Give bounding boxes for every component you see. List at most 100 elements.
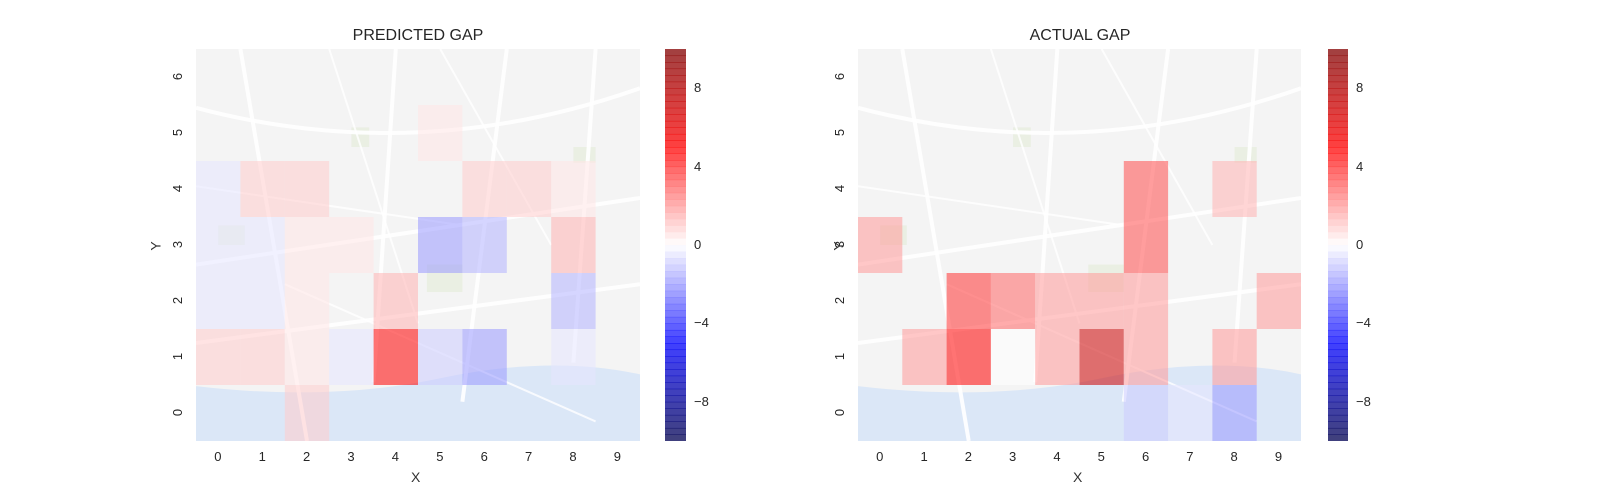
colorbar-segment [1328,218,1348,226]
colorbar-segment [665,218,686,226]
colorbar-segment [1328,225,1348,233]
colorbar-segment [1328,395,1348,403]
colorbar-segment [665,264,686,272]
colorbar-segment [1328,382,1348,390]
colorbar-tick-label: 0 [1356,237,1364,252]
x-tick-label: 5 [1097,449,1105,464]
x-tick-label: 9 [1274,449,1283,464]
colorbar-segment [665,369,686,377]
x-tick-label: 4 [391,449,400,464]
heatmap-cell [1079,273,1124,329]
colorbar-segment [665,81,686,89]
colorbar-segment [1328,160,1348,168]
colorbar-segment [1328,140,1348,148]
colorbar-tick-label: 4 [694,158,702,174]
colorbar-segment [665,258,686,266]
x-tick-label: 0 [876,449,884,464]
colorbar-segment [1328,199,1348,207]
colorbar-segment [665,199,686,207]
colorbar-segment [1328,245,1348,253]
colorbar-segment [665,179,686,187]
colorbar-segment [665,251,686,259]
y-tick-label: 5 [170,128,186,137]
colorbar-segment [1328,186,1348,194]
y-tick-label: 5 [832,128,848,137]
colorbar-segment [1328,179,1348,187]
colorbar-segment [1328,310,1348,318]
colorbar-segment [665,153,686,161]
colorbar-tick-label: 8 [694,80,702,96]
y-tick-label: 1 [170,352,186,361]
y-tick-label: 0 [170,408,186,417]
colorbar-segment [1328,205,1348,213]
heatmap-cell [284,385,330,441]
heatmap-cell [284,217,330,273]
colorbar-segment [665,88,686,96]
heatmap-cell [1035,329,1080,385]
colorbar-segment [1328,323,1348,331]
y-tick-label: 6 [832,72,848,81]
heatmap-cell [418,217,463,273]
colorbar-segment [1328,284,1348,292]
colorbar-segment [1328,329,1348,337]
colorbar-segment [1328,173,1348,181]
colorbar [1328,49,1348,441]
colorbar-segment [1328,356,1348,364]
colorbar-segment [1328,120,1348,128]
y-tick-label: 3 [832,240,848,249]
heatmap-cell [1123,273,1169,329]
heatmap-cell [1035,273,1080,329]
heatmap-cell [1123,329,1169,385]
colorbar-segment [665,349,686,357]
colorbar-segment [665,336,686,344]
colorbar-segment [665,323,686,331]
heatmap-cell [462,217,507,273]
colorbar-segment [1328,349,1348,357]
y-tick-label: 1 [832,352,848,361]
colorbar-segment [1328,75,1348,83]
x-tick-label: 2 [964,449,972,464]
colorbar-segment [665,238,686,246]
colorbar-segment [665,375,686,383]
colorbar-segment [665,205,686,213]
heatmap-cell [506,161,552,217]
heatmap-cell [858,217,903,273]
colorbar-segment [1328,271,1348,279]
colorbar-segment [1328,68,1348,76]
heatmap-cell [551,273,596,329]
colorbar-segment [1328,88,1348,96]
colorbar-segment [665,120,686,128]
colorbar-segment [665,75,686,83]
colorbar-segment [665,68,686,76]
colorbar-segment [1328,414,1348,422]
colorbar-segment [665,414,686,422]
colorbar-segment [665,101,686,109]
heatmap-cell [329,329,374,385]
colorbar-segment [665,356,686,364]
colorbar-segment [1328,238,1348,246]
chart-title: ACTUAL GAP [1029,27,1131,44]
x-tick-label: 8 [569,449,577,464]
colorbar-segment [1328,303,1348,311]
colorbar-segment [665,140,686,148]
colorbar-gradient [1328,49,1348,441]
x-tick-label: 6 [1141,449,1150,464]
colorbar-segment [665,133,686,141]
colorbar-tick-label: −4 [694,315,709,331]
heatmap-cell [329,217,374,273]
colorbar-segment [665,284,686,292]
colorbar-segment [1328,94,1348,102]
colorbar-segment [1328,427,1348,435]
colorbar-segment [665,127,686,135]
x-axis-label: X [411,469,421,485]
colorbar-segment [1328,290,1348,298]
y-tick-label: 4 [170,184,186,193]
colorbar-segment [1328,316,1348,324]
colorbar-segment [665,212,686,220]
colorbar-segment [665,225,686,233]
colorbar-segment [665,277,686,285]
colorbar-segment [665,310,686,318]
colorbar-tick-label: −8 [694,393,709,409]
colorbar-segment [665,271,686,279]
colorbar-segment [665,434,686,441]
